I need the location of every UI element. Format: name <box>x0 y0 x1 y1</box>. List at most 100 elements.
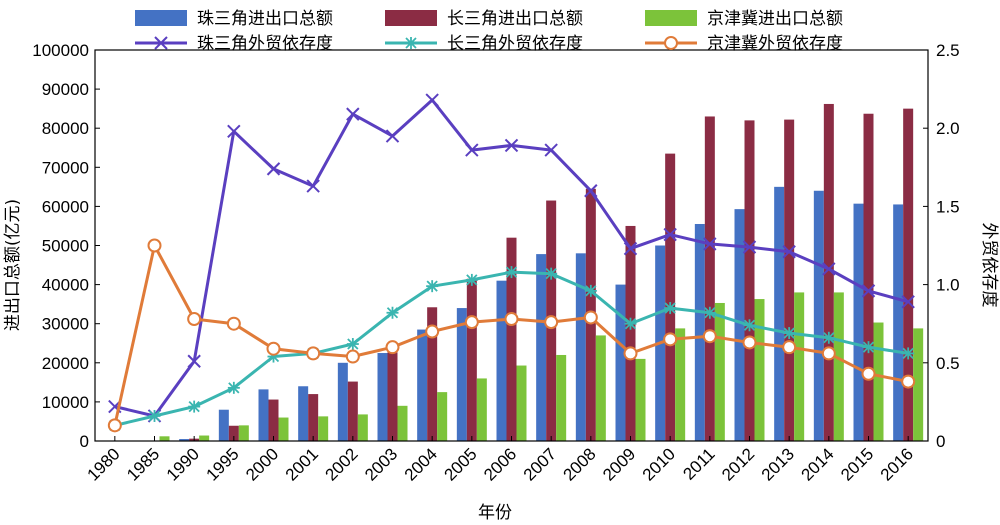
bar-0-2003 <box>377 353 388 441</box>
legend-marker-0 <box>154 36 168 50</box>
point-0-1995 <box>227 124 241 139</box>
bar-2-2007 <box>556 354 567 441</box>
marker-stroke <box>405 37 417 49</box>
bar-2-2012 <box>754 299 765 441</box>
marker-stroke <box>385 129 400 143</box>
x-tick-label: 2016 <box>877 444 917 484</box>
x-tick-label: 2012 <box>718 444 758 484</box>
point-2-2001 <box>306 346 321 361</box>
point-0-2006 <box>504 138 519 153</box>
legend-marker-1 <box>405 37 417 49</box>
point-2-2011 <box>702 329 717 344</box>
bar-1-2012 <box>744 120 755 441</box>
bar-1-2009 <box>625 225 636 441</box>
x-tick-label: 2002 <box>321 444 361 484</box>
point-1-2010 <box>664 302 677 315</box>
point-2-1985 <box>147 238 162 253</box>
y-tick-label: 80000 <box>42 119 89 138</box>
bar-2-1995 <box>238 425 249 441</box>
marker-stroke <box>228 382 240 394</box>
marker-stroke <box>624 318 637 330</box>
marker-stroke <box>227 124 241 139</box>
legend-label-bar-0: 珠三角进出口总额 <box>197 9 333 29</box>
point-1-2011 <box>703 306 716 319</box>
point-0-2007 <box>544 143 558 157</box>
bar-1-2013 <box>784 119 795 442</box>
legend-label-bar-1: 长三角进出口总额 <box>447 9 583 29</box>
x-tick-label: 2011 <box>679 444 718 483</box>
bar-0-2011 <box>694 223 705 441</box>
y-tick-label: 100000 <box>32 41 89 60</box>
y-tick-label: 40000 <box>42 276 89 295</box>
point-2-1995 <box>226 316 241 331</box>
marker-stroke <box>584 184 598 198</box>
point-2-2009 <box>623 346 638 361</box>
point-1-2004 <box>426 280 439 293</box>
x-tick-label: 2013 <box>758 444 798 484</box>
marker-stroke <box>703 237 717 251</box>
marker-stroke <box>823 332 835 344</box>
bar-0-2000 <box>258 389 269 441</box>
marker-stroke <box>545 268 557 280</box>
legend-label-line-2: 京津冀外贸依存度 <box>707 34 843 54</box>
bar-0-2006 <box>496 280 507 441</box>
bar-1-2016 <box>903 108 914 442</box>
legend-swatch-bar-1 <box>385 10 437 26</box>
marker-stroke <box>664 302 676 314</box>
point-2-2013 <box>782 340 797 355</box>
bar-0-2013 <box>774 186 785 441</box>
marker-stroke <box>902 347 914 360</box>
marker-stroke <box>425 93 439 107</box>
bar-2-1990 <box>199 435 210 441</box>
legend-marker-2 <box>664 36 678 50</box>
point-0-2010 <box>663 227 677 242</box>
marker-stroke <box>465 143 479 157</box>
y2-axis-title: 外贸依存度 <box>979 223 999 308</box>
bar-2-2002 <box>357 414 368 441</box>
marker-stroke <box>742 240 757 254</box>
bar-2-2011 <box>714 302 725 441</box>
point-2-2010 <box>663 332 678 347</box>
y2-tick-label: 2.5 <box>936 41 960 60</box>
point-0-2003 <box>385 129 400 143</box>
marker-stroke <box>386 307 399 319</box>
bar-0-1990 <box>179 439 190 441</box>
point-0-2011 <box>703 237 717 251</box>
x-tick-label: 1980 <box>83 444 123 484</box>
bar-0-2001 <box>298 386 309 441</box>
y-tick-label: 30000 <box>42 315 89 334</box>
bar-2-2004 <box>437 392 448 441</box>
point-0-2002 <box>346 107 360 121</box>
point-1-2016 <box>902 347 915 360</box>
marker-stroke <box>266 162 281 176</box>
point-1-2005 <box>465 273 478 286</box>
y-tick-label: 50000 <box>42 237 89 256</box>
bar-1-2002 <box>347 381 358 441</box>
marker-stroke <box>901 295 915 309</box>
bar-2-2001 <box>318 416 329 441</box>
marker-stroke <box>346 107 360 121</box>
x-tick-label: 2006 <box>480 444 520 484</box>
y-tick-label: 10000 <box>42 393 89 412</box>
y2-tick-label: 2.0 <box>936 119 960 138</box>
point-2-2015 <box>861 366 876 381</box>
marker-stroke <box>704 307 716 319</box>
y-tick-label: 70000 <box>42 158 89 177</box>
bar-1-2004 <box>427 307 438 441</box>
point-1-1990 <box>188 400 201 413</box>
marker-stroke <box>504 138 519 153</box>
x-tick-label: 1985 <box>123 444 163 484</box>
marker-stroke <box>623 241 638 256</box>
x-tick-label: 2008 <box>559 444 599 484</box>
y-axis-title: 进出口总额(亿元) <box>3 199 23 331</box>
bar-2-2010 <box>675 328 686 441</box>
x-tick-label: 1995 <box>202 444 242 484</box>
bar-0-2005 <box>456 308 467 441</box>
point-1-2015 <box>862 341 875 354</box>
marker-stroke <box>154 36 168 50</box>
lines <box>107 93 916 433</box>
point-0-2001 <box>306 179 320 193</box>
bar-1-2015 <box>863 113 874 441</box>
x-tick-label: 1990 <box>163 444 203 484</box>
legend-label-line-0: 珠三角外贸依存度 <box>197 34 333 54</box>
